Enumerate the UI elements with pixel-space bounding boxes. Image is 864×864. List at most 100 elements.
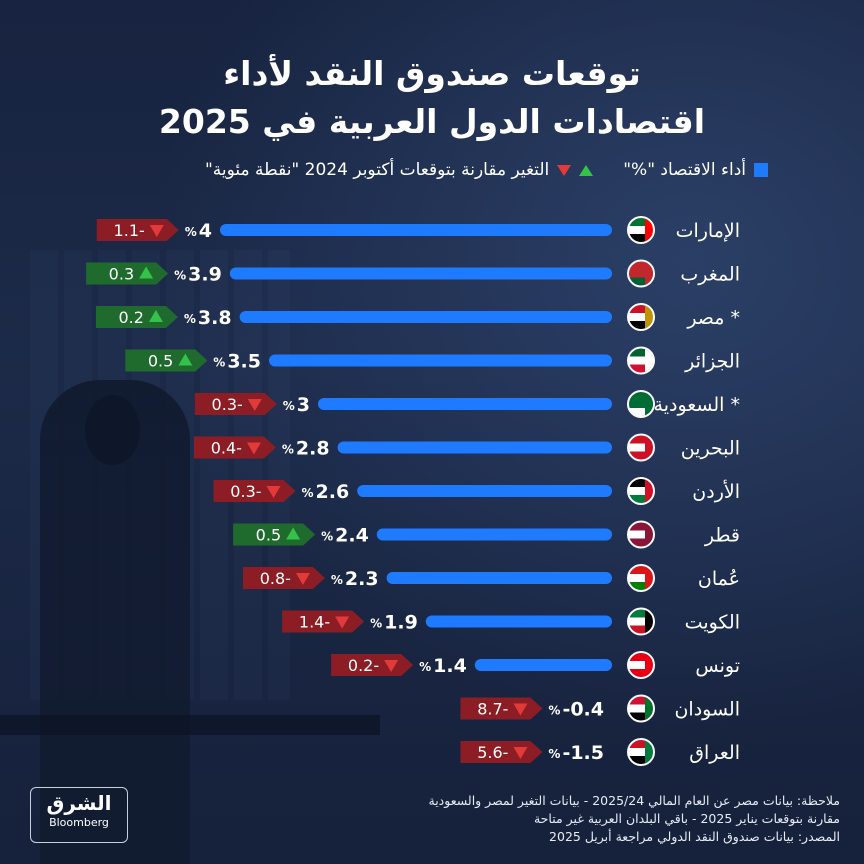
percent-sign-label: % xyxy=(370,617,382,631)
legend-change-label: التغير مقارنة بتوقعات أكتوبر 2024 "نقطة … xyxy=(204,160,550,180)
iraq-flag-icon xyxy=(627,738,655,766)
oman-flag-icon xyxy=(627,564,655,592)
value-label: 3.8 xyxy=(198,307,232,329)
down-triangle-icon xyxy=(384,660,399,672)
change-label: 0.2- xyxy=(348,656,379,675)
country-label: السعودية * xyxy=(654,394,740,416)
background-table xyxy=(0,715,380,735)
sudan-flag-icon xyxy=(627,694,655,723)
change-label: 5.6- xyxy=(477,743,508,762)
country-label: مصر * xyxy=(686,307,740,329)
performance-bar xyxy=(357,485,612,497)
percent-sign-label: % xyxy=(419,660,431,674)
background-person-head xyxy=(85,395,140,465)
value-label: 2.4 xyxy=(335,525,369,547)
change-label: 0.3 xyxy=(109,265,134,284)
value-label: 3.9 xyxy=(188,264,222,286)
value-label: 1.9 xyxy=(384,612,418,634)
percent-sign-label: % xyxy=(321,530,333,544)
performance-bar xyxy=(337,441,612,454)
country-label: الإمارات xyxy=(676,220,740,242)
percent-sign-label: % xyxy=(548,747,560,761)
change-badge-down xyxy=(213,480,296,502)
up-triangle-icon xyxy=(148,310,163,322)
change-label: 0.5 xyxy=(148,352,173,371)
change-badge-down xyxy=(242,567,325,589)
uae-flag-icon xyxy=(627,216,655,244)
change-label: 0.3- xyxy=(212,395,243,414)
value-label: 3 xyxy=(297,394,310,416)
change-badge-up xyxy=(95,306,178,328)
down-triangle-icon xyxy=(149,225,164,237)
country-label: العراق xyxy=(689,742,740,764)
value-label: 2.3 xyxy=(345,568,379,590)
performance-bar xyxy=(474,659,612,671)
up-triangle-icon xyxy=(286,527,301,540)
performance-bar xyxy=(269,354,612,367)
change-label: 1.1- xyxy=(114,221,145,240)
change-label: 0.8- xyxy=(260,569,291,588)
percent-sign-label: % xyxy=(282,443,294,457)
footnotes: ملاحظة: بيانات مصر عن العام المالي 2025/… xyxy=(429,792,841,846)
title-line-2: اقتصادات الدول العربية في 2025 xyxy=(158,102,706,141)
egypt-flag-icon xyxy=(627,303,655,331)
country-label: السودان xyxy=(674,699,740,721)
down-triangle-icon xyxy=(246,442,261,455)
country-label: البحرين xyxy=(681,438,740,460)
change-badge-up xyxy=(86,262,169,285)
value-label: -1.5 xyxy=(562,742,604,764)
percent-sign-label: % xyxy=(174,269,186,283)
kuwait-flag-icon xyxy=(627,607,655,636)
legend-down-triangle-icon xyxy=(557,164,572,176)
percent-sign-label: % xyxy=(283,399,295,413)
performance-bar xyxy=(239,311,612,323)
change-badge-down xyxy=(194,393,277,415)
percent-sign-label: % xyxy=(184,312,196,326)
change-label: 1.4- xyxy=(299,613,330,632)
value-label: 3.5 xyxy=(227,351,261,373)
logo-english-text: Bloomberg xyxy=(49,816,109,829)
change-badge-down xyxy=(460,741,543,763)
saudi-flag-icon xyxy=(627,390,655,418)
country-label: الكويت xyxy=(685,612,740,634)
performance-bar xyxy=(386,572,612,584)
logo-arabic-text: الشرق xyxy=(46,791,112,815)
legend-performance-label: أداء الاقتصاد "%" xyxy=(623,160,746,180)
change-badge-down xyxy=(331,654,414,676)
down-triangle-icon xyxy=(335,616,350,629)
performance-bar xyxy=(425,615,612,628)
change-badge-up xyxy=(233,523,316,546)
change-label: 0.4- xyxy=(211,439,242,458)
legend-bar-swatch xyxy=(754,163,768,177)
down-triangle-icon xyxy=(266,486,281,498)
percent-sign-label: % xyxy=(213,356,225,370)
performance-bar xyxy=(318,398,612,410)
performance-bar xyxy=(376,528,612,541)
up-triangle-icon xyxy=(139,266,154,279)
asharq-bloomberg-logo: الشرق Bloomberg xyxy=(30,787,128,843)
country-label: عُمان xyxy=(698,568,740,590)
value-label: 2.6 xyxy=(316,481,350,503)
down-triangle-icon xyxy=(513,703,528,716)
qatar-flag-icon xyxy=(627,520,655,549)
performance-bar xyxy=(220,224,612,236)
country-label: الجزائر xyxy=(684,351,740,373)
morocco-flag-icon xyxy=(627,259,655,288)
country-label: المغرب xyxy=(680,264,740,286)
change-badge-down xyxy=(193,436,276,459)
performance-bar xyxy=(229,267,613,280)
note-line-1: ملاحظة: بيانات مصر عن العام المالي 2025/… xyxy=(428,793,841,808)
source-line: المصدر: بيانات صندوق النقد الدولي مراجعة… xyxy=(549,829,840,844)
country-label: تونس xyxy=(695,655,740,677)
legend: أداء الاقتصاد "%" التغير مقارنة بتوقعات … xyxy=(205,160,768,180)
change-badge-down xyxy=(96,219,179,241)
country-label: الأردن xyxy=(692,480,740,503)
value-label: 2.8 xyxy=(296,438,330,460)
change-label: 0.5 xyxy=(256,526,281,545)
title-line-1: توقعات صندوق النقد لأداء xyxy=(223,54,641,93)
algeria-flag-icon xyxy=(627,346,655,375)
change-badge-down xyxy=(282,610,365,633)
value-label: 4 xyxy=(199,220,212,242)
bahrain-flag-icon xyxy=(627,433,655,462)
value-label: 1.4 xyxy=(433,655,467,677)
